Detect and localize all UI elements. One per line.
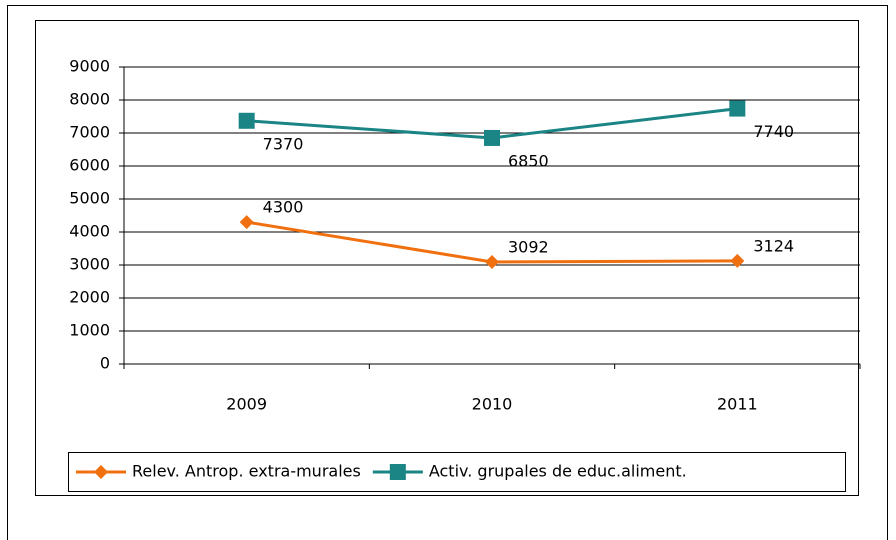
y-tick-label: 7000	[69, 123, 110, 142]
marker	[389, 464, 406, 480]
legend: Relev. Antrop. extra-murales Activ. grupa…	[68, 452, 846, 492]
legend-label: Activ. grupales de educ.aliment.	[429, 462, 687, 481]
y-tick-label: 1000	[69, 321, 110, 340]
marker	[729, 100, 746, 117]
y-tick-label: 2000	[69, 288, 110, 307]
marker	[238, 112, 255, 129]
data-label: 7740	[753, 122, 794, 141]
y-tick-label: 8000	[69, 90, 110, 109]
x-tick-label: 2010	[472, 395, 513, 414]
marker	[730, 253, 745, 268]
legend-label: Relev. Antrop. extra-murales	[132, 462, 361, 481]
marker	[239, 215, 254, 230]
x-tick-label: 2011	[717, 395, 758, 414]
y-tick-label: 5000	[69, 189, 110, 208]
y-tick-label: 9000	[69, 57, 110, 76]
data-label: 4300	[263, 198, 304, 217]
marker	[484, 129, 500, 146]
data-label: 6850	[508, 151, 549, 170]
data-label: 3092	[508, 237, 549, 256]
legend-box	[68, 452, 846, 492]
y-tick-label: 3000	[69, 255, 110, 274]
y-tick-label: 6000	[69, 156, 110, 175]
data-label: 7370	[263, 134, 304, 153]
y-tick-label: 0	[100, 354, 110, 373]
x-tick-label: 2009	[226, 395, 267, 414]
marker	[94, 465, 108, 479]
marker	[485, 254, 499, 269]
data-label: 3124	[753, 236, 794, 255]
y-tick-label: 4000	[69, 222, 110, 241]
